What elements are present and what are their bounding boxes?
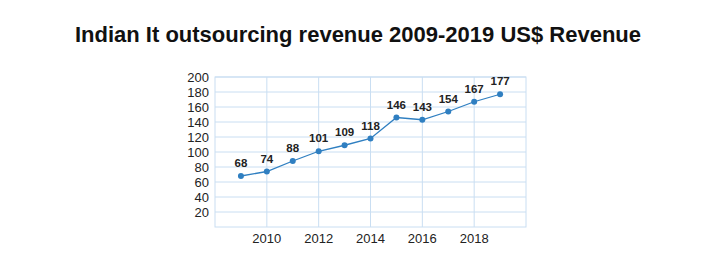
data-group (238, 91, 503, 179)
y-tick-label: 20 (195, 205, 209, 220)
marker (471, 99, 477, 105)
y-tick-label: 40 (195, 190, 209, 205)
data-label: 74 (260, 153, 273, 165)
title: Indian It outsourcing revenue 2009-2019 … (75, 22, 641, 47)
x-tick-label: 2012 (304, 231, 333, 246)
data-label: 109 (335, 126, 354, 138)
marker (238, 173, 244, 179)
y-tick-label: 200 (187, 70, 209, 85)
chart: Indian It outsourcing revenue 2009-2019 … (0, 0, 716, 265)
data-label: 154 (439, 93, 459, 105)
marker (342, 142, 348, 148)
data-label: 177 (490, 75, 509, 87)
y-tick-label: 60 (195, 175, 209, 190)
data-label: 88 (286, 142, 299, 154)
y-tick-label: 140 (187, 115, 209, 130)
y-tick-label: 180 (187, 85, 209, 100)
data-label: 101 (309, 132, 329, 144)
x-grid-line (370, 77, 371, 227)
y-tick-label: 120 (187, 130, 209, 145)
y-tick-label: 160 (187, 100, 209, 115)
data-label: 68 (235, 157, 248, 169)
y-tick-label: 100 (187, 145, 209, 160)
line (241, 94, 500, 176)
x-tick-label: 2010 (252, 231, 281, 246)
data-label: 143 (413, 101, 432, 113)
marker (368, 136, 374, 142)
x-tick-label: 2014 (356, 231, 385, 246)
x-grid-line (422, 77, 423, 227)
data-label: 146 (387, 99, 406, 111)
marker (393, 115, 399, 121)
data-label: 118 (361, 120, 380, 132)
data-label: 167 (465, 83, 484, 95)
marker (264, 169, 270, 175)
y-tick-label: 80 (195, 160, 209, 175)
marker (497, 91, 503, 97)
plot-frame (215, 77, 526, 227)
x-tick-label: 2018 (460, 231, 489, 246)
marker (316, 148, 322, 154)
marker (445, 109, 451, 115)
x-tick-label: 2016 (408, 231, 437, 246)
marker (419, 117, 425, 123)
marker (290, 158, 296, 164)
